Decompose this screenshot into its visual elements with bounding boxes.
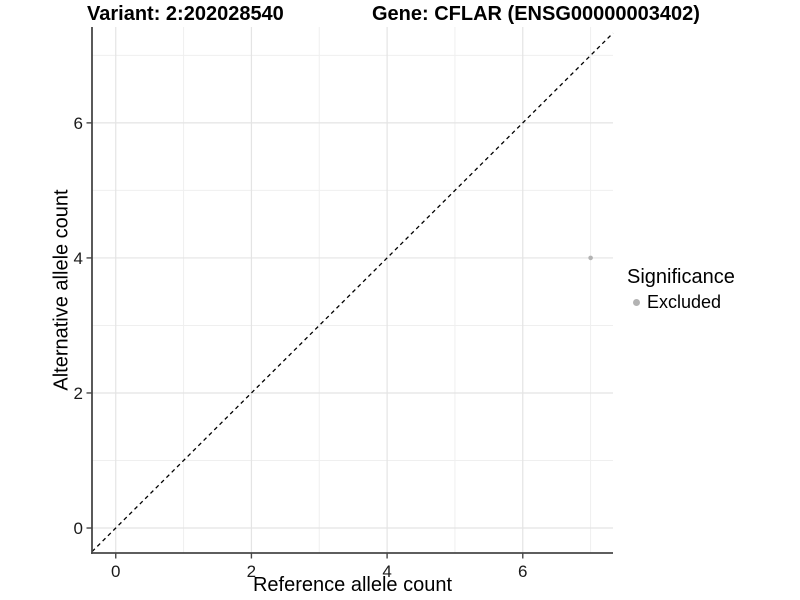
legend-point-icon — [633, 299, 640, 306]
data-point — [588, 255, 593, 261]
legend-entry-label: Excluded — [647, 292, 722, 312]
y-axis-title: Alternative allele count — [50, 189, 73, 391]
plot-title-gene: Gene: CFLAR (ENSG00000003402) — [372, 3, 700, 25]
y-tick-label: 4 — [74, 249, 83, 268]
y-tick-label: 0 — [74, 519, 83, 538]
plot-title-variant: Variant: 2:202028540 — [87, 3, 284, 25]
legend-title: Significance — [627, 266, 735, 288]
x-axis-title: Reference allele count — [252, 574, 452, 596]
x-tick-label: 4 — [382, 562, 391, 581]
identity-line — [91, 32, 614, 553]
y-tick-label: 2 — [74, 384, 83, 403]
y-tick-label: 6 — [74, 114, 83, 133]
x-tick-label: 2 — [247, 562, 256, 581]
legend-entry-excluded: Excluded — [627, 292, 735, 313]
x-tick-label: 0 — [111, 562, 120, 581]
x-tick-label: 6 — [518, 562, 527, 581]
legend: Significance Excluded — [627, 266, 735, 313]
